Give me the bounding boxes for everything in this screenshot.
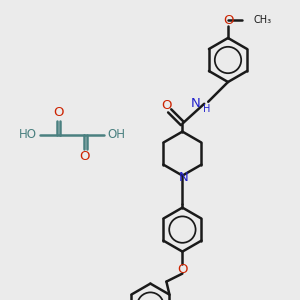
Text: O: O xyxy=(161,99,172,112)
Text: O: O xyxy=(80,151,90,164)
Text: O: O xyxy=(223,14,233,26)
Text: N: N xyxy=(190,97,200,110)
Text: CH₃: CH₃ xyxy=(254,15,272,25)
Text: HO: HO xyxy=(19,128,37,142)
Text: H: H xyxy=(202,104,210,114)
Text: N: N xyxy=(178,171,188,184)
Text: O: O xyxy=(177,263,188,276)
Text: OH: OH xyxy=(107,128,125,142)
Text: O: O xyxy=(54,106,64,119)
